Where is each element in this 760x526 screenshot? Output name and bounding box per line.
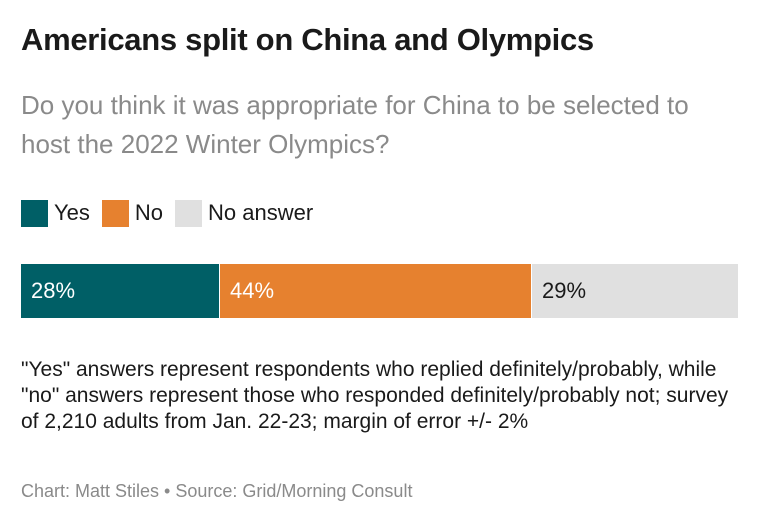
stacked-bar: 28% 44% 29%: [21, 264, 738, 318]
legend-item-no-answer: No answer: [175, 199, 314, 227]
legend-label-no-answer: No answer: [208, 200, 314, 225]
legend-swatch-yes: [21, 199, 48, 227]
bar-segment-yes: 28%: [21, 264, 220, 318]
legend: Yes No No answer: [21, 198, 325, 228]
bar-label-no: 44%: [230, 278, 275, 303]
chart-title: Americans split on China and Olympics: [21, 22, 594, 57]
bar-label-yes: 28%: [31, 278, 76, 303]
bar-segment-no: 44%: [220, 264, 532, 318]
legend-item-yes: Yes: [21, 199, 90, 227]
legend-swatch-no-answer: [175, 199, 203, 227]
chart-credit: Chart: Matt Stiles • Source: Grid/Mornin…: [21, 481, 413, 501]
chart-subtitle: Do you think it was appropriate for Chin…: [21, 90, 689, 159]
bar-segment-no-answer: 29%: [532, 264, 738, 318]
legend-label-no: No: [134, 200, 164, 225]
legend-swatch-no: [101, 199, 129, 227]
legend-item-no: No: [101, 199, 164, 227]
legend-label-yes: Yes: [54, 200, 90, 225]
bar-label-no-answer: 29%: [542, 278, 587, 303]
chart-note: "Yes" answers represent respondents who …: [21, 358, 729, 433]
